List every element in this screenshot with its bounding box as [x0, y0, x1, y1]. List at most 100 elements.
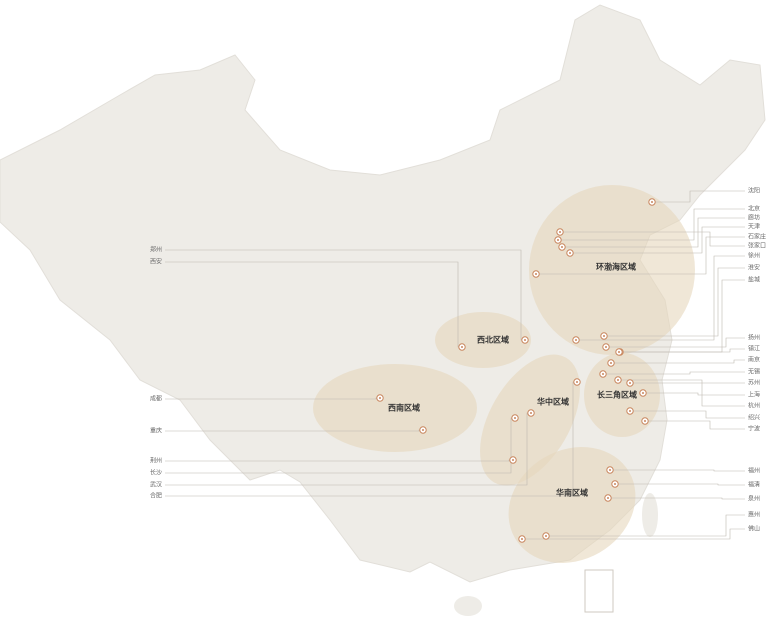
- leaders: [165, 190, 745, 540]
- city-label: 杭州: [748, 402, 760, 410]
- city-label: 上海: [748, 391, 760, 399]
- city-label: 徐州: [748, 252, 760, 260]
- leader-line: [604, 267, 745, 337]
- city-dot-center: [545, 535, 547, 537]
- city-label: 合肥: [150, 492, 162, 500]
- city-label: 北京: [748, 205, 760, 213]
- leader-line: [522, 528, 745, 540]
- leader-line: [606, 337, 745, 348]
- region-label: 环渤海区域: [596, 262, 636, 272]
- city-dot-center: [521, 538, 523, 540]
- region-label: 华南区域: [556, 488, 588, 498]
- region-label: 西南区域: [388, 403, 420, 413]
- leader-line: [570, 226, 745, 254]
- hainan: [454, 596, 482, 616]
- region-area: [529, 185, 695, 355]
- leader-line: [652, 190, 745, 203]
- leader-line: [619, 348, 745, 353]
- leader-line: [562, 217, 745, 248]
- region-area: [508, 447, 636, 563]
- city-dot-center: [524, 339, 526, 341]
- city-label: 福清: [748, 481, 760, 489]
- city-label: 佛山: [748, 525, 760, 533]
- city-label: 郑州: [150, 246, 162, 254]
- city-dot-center: [422, 429, 424, 431]
- city-label: 绍兴: [748, 414, 760, 422]
- city-label: 镇江: [748, 345, 760, 353]
- city-label: 重庆: [150, 427, 162, 435]
- city-label: 扬州: [748, 334, 760, 342]
- city-label: 无锡: [748, 368, 760, 376]
- region-label: 长三角区域: [597, 390, 637, 400]
- city-label: 荆州: [150, 457, 162, 465]
- city-dot-center: [514, 417, 516, 419]
- city-dot-center: [512, 459, 514, 461]
- city-dot-center: [561, 246, 563, 248]
- city-dot-center: [535, 273, 537, 275]
- city-dot-center: [603, 335, 605, 337]
- leader-line: [615, 483, 745, 486]
- leader-line: [560, 231, 745, 247]
- leader-line: [610, 469, 745, 472]
- city-dot-center: [618, 351, 620, 353]
- city-dot-center: [605, 346, 607, 348]
- city-label: 惠州: [748, 511, 760, 519]
- city-label: 沈阳: [748, 187, 760, 195]
- city-label: 盐城: [748, 276, 760, 284]
- city-dot-center: [379, 397, 381, 399]
- regions: [313, 185, 695, 563]
- city-label: 长沙: [150, 469, 162, 477]
- city-dot-center: [602, 373, 604, 375]
- leader-line: [645, 420, 745, 430]
- city-dot-center: [559, 231, 561, 233]
- city-label: 武汉: [150, 481, 162, 489]
- city-label: 淮安: [748, 264, 760, 272]
- city-dot-center: [614, 483, 616, 485]
- city-dot-center: [629, 382, 631, 384]
- city-dot-center: [609, 469, 611, 471]
- leader-line: [608, 497, 745, 500]
- city-label: 成都: [150, 395, 162, 403]
- city-label: 张家口: [748, 242, 766, 250]
- taiwan: [642, 493, 658, 537]
- city-label: 苏州: [748, 379, 760, 387]
- city-dot-center: [629, 410, 631, 412]
- city-dot-center: [651, 201, 653, 203]
- city-label: 石家庄: [748, 233, 766, 241]
- leader-line: [618, 379, 745, 407]
- city-dot-center: [569, 252, 571, 254]
- leader-line: [630, 410, 745, 419]
- city-dot-center: [642, 392, 644, 394]
- city-label: 福州: [748, 467, 760, 475]
- city-dot-center: [607, 497, 609, 499]
- dots: [376, 198, 656, 543]
- city-label: 南京: [748, 356, 760, 364]
- city-dot-center: [530, 412, 532, 414]
- city-dot-center: [575, 339, 577, 341]
- city-dot-center: [644, 420, 646, 422]
- leader-line: [546, 514, 745, 537]
- city-dot-center: [617, 379, 619, 381]
- leader-line: [603, 371, 745, 375]
- city-label: 宁波: [748, 425, 760, 433]
- city-dot-center: [610, 362, 612, 364]
- city-label: 天津: [748, 224, 760, 231]
- leader-line: [576, 255, 745, 341]
- city-label: 西安: [150, 258, 162, 266]
- leader-line: [558, 208, 745, 241]
- south-sea-inset: [584, 569, 614, 613]
- city-dot-center: [557, 239, 559, 241]
- leader-line: [643, 392, 745, 396]
- region-label: 华中区域: [537, 397, 569, 407]
- region-area: [435, 312, 531, 368]
- leader-line: [536, 236, 745, 275]
- region-area: [313, 364, 477, 452]
- city-label: 廊坊: [748, 214, 760, 222]
- city-dot-center: [461, 346, 463, 348]
- city-label: 泉州: [748, 495, 760, 503]
- leader-line: [611, 359, 745, 364]
- region-label: 西北区域: [477, 335, 509, 345]
